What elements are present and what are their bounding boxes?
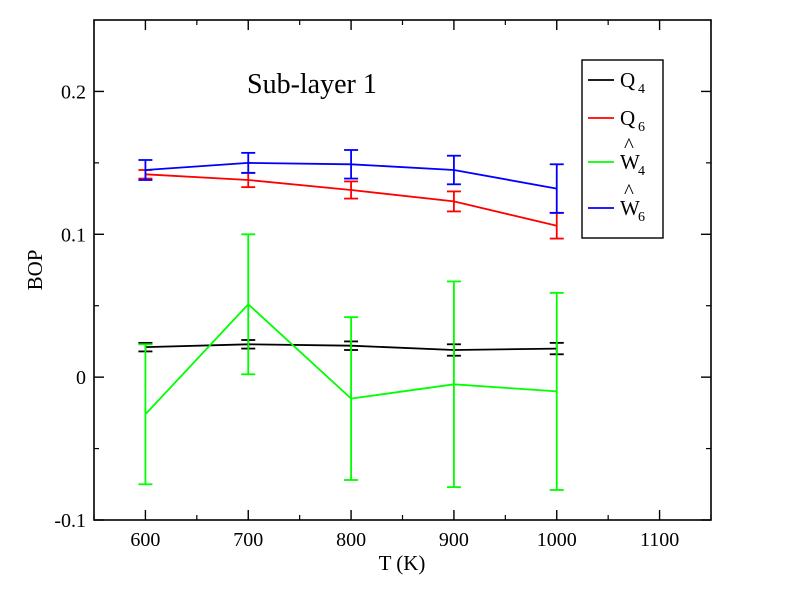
- legend-label: Q: [620, 106, 635, 130]
- x-tick-label: 800: [336, 529, 366, 551]
- legend-hat: ^: [624, 133, 634, 157]
- y-tick-label: 0: [76, 367, 86, 389]
- error-bar-W4: [241, 233, 256, 376]
- error-bar-Q6: [549, 211, 564, 240]
- y-tick-label: 0.2: [61, 81, 86, 103]
- series-W6: [138, 149, 564, 214]
- error-bar-W4: [446, 280, 461, 489]
- error-bar-W6: [344, 149, 359, 180]
- x-axis-label: T (K): [379, 551, 426, 575]
- series-W4: [138, 233, 564, 491]
- legend-label: Q: [620, 68, 635, 92]
- legend-subscript: 6: [638, 210, 645, 225]
- x-tick-label: 900: [439, 529, 469, 551]
- error-bar-W6: [549, 163, 564, 214]
- y-axis-label: BOP: [23, 250, 47, 291]
- legend-item-W6: ^W6: [588, 179, 645, 225]
- series-Q6: [138, 169, 564, 240]
- error-bar-W4: [549, 291, 564, 491]
- ticks-layer: 600 700 800 900 1000 1100 -0.1 0 0.1 0.2: [54, 20, 712, 551]
- error-bar-Q6: [446, 190, 461, 213]
- legend-subscript: 6: [638, 120, 645, 135]
- x-tick-label: 1100: [640, 529, 679, 551]
- legend: Q 4Q 6^W4^W6: [581, 59, 664, 239]
- error-bar-W6: [138, 159, 153, 181]
- chart-annotation: Sub-layer 1: [247, 69, 377, 100]
- x-tick-label: 700: [233, 529, 263, 551]
- legend-label: W: [620, 150, 640, 174]
- x-tick-label: 600: [130, 529, 160, 551]
- y-tick-label: -0.1: [54, 510, 86, 532]
- legend-subscript: 4: [638, 82, 645, 97]
- x-tick-label: 1000: [537, 529, 577, 551]
- legend-hat: ^: [624, 179, 634, 203]
- error-bar-W4: [138, 343, 153, 486]
- error-bar-Q6: [344, 180, 359, 200]
- y-tick-label: 0.1: [61, 224, 86, 246]
- series-layer: [138, 149, 564, 491]
- legend-subscript: 4: [638, 164, 645, 179]
- error-bar-W6: [446, 154, 461, 186]
- error-bar-W6: [241, 151, 256, 174]
- legend-item-W4: ^W4: [588, 133, 645, 179]
- legend-label: W: [620, 196, 640, 220]
- error-bar-W4: [344, 316, 359, 481]
